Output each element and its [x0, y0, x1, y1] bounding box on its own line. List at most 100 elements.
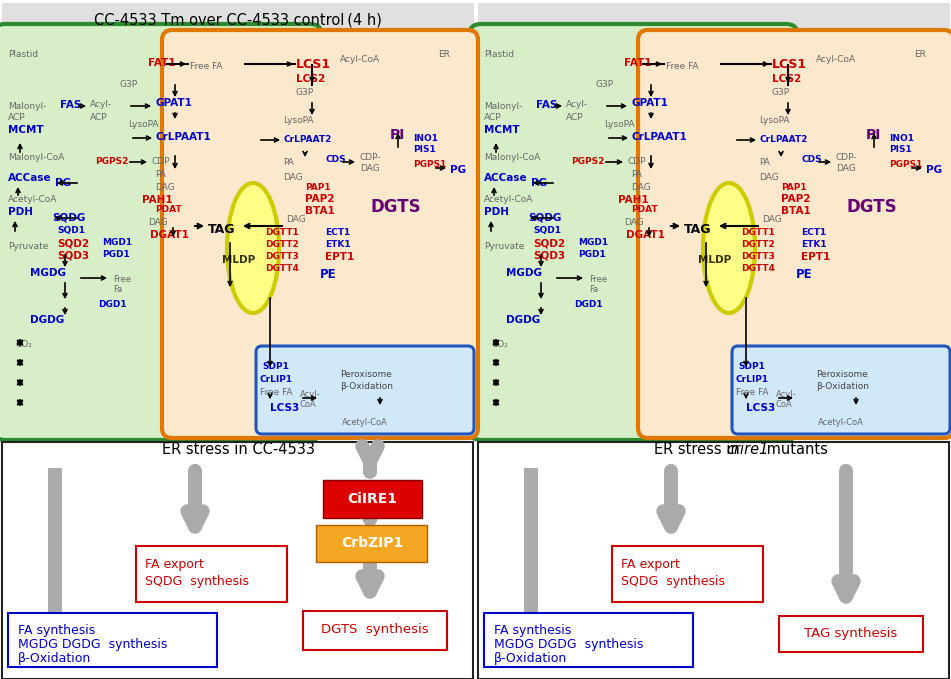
- Text: DGAT1: DGAT1: [150, 230, 189, 240]
- FancyBboxPatch shape: [162, 30, 478, 438]
- Text: mutants: mutants: [762, 443, 828, 458]
- Text: Malonyl-: Malonyl-: [484, 102, 522, 111]
- Text: SQD3: SQD3: [533, 250, 565, 260]
- Text: MGDG: MGDG: [30, 268, 66, 278]
- Text: FA export: FA export: [621, 558, 680, 571]
- Text: Acyl-
CoA: Acyl- CoA: [776, 390, 797, 409]
- Text: ETK1: ETK1: [325, 240, 351, 249]
- Text: Acetyl-CoA: Acetyl-CoA: [818, 418, 864, 427]
- Text: DAG: DAG: [624, 218, 644, 227]
- Text: PE: PE: [796, 268, 812, 281]
- Text: PG: PG: [531, 178, 547, 188]
- Text: G3P: G3P: [596, 80, 614, 89]
- Text: MLDP: MLDP: [698, 255, 731, 265]
- Text: DGTT2: DGTT2: [265, 240, 299, 249]
- Text: SQD2: SQD2: [533, 238, 565, 248]
- Text: BTA1: BTA1: [305, 206, 335, 216]
- Text: ACP: ACP: [90, 113, 107, 122]
- Text: DAG: DAG: [762, 215, 782, 224]
- Text: PDAT: PDAT: [631, 205, 658, 214]
- Text: DGTT1: DGTT1: [265, 228, 299, 237]
- Text: PIS1: PIS1: [889, 145, 912, 154]
- FancyBboxPatch shape: [303, 611, 447, 650]
- Text: CrLPAAT2: CrLPAAT2: [283, 135, 331, 144]
- Text: SQD3: SQD3: [57, 250, 89, 260]
- Text: LysoPA: LysoPA: [128, 120, 159, 129]
- Text: CDP: CDP: [628, 157, 647, 166]
- FancyBboxPatch shape: [484, 613, 693, 667]
- Text: PGPS2: PGPS2: [95, 157, 128, 166]
- Text: CrbZIP1: CrbZIP1: [340, 536, 403, 550]
- Text: CO₂: CO₂: [491, 340, 508, 349]
- FancyBboxPatch shape: [478, 33, 950, 433]
- Text: PDH: PDH: [484, 207, 509, 217]
- Text: EPT1: EPT1: [801, 252, 830, 262]
- Text: SQD1: SQD1: [57, 226, 85, 235]
- Text: PA: PA: [759, 158, 770, 167]
- Text: CrLIP1: CrLIP1: [736, 375, 769, 384]
- Text: G3P: G3P: [295, 88, 313, 97]
- Text: SQDG  synthesis: SQDG synthesis: [145, 575, 249, 588]
- Text: TAG: TAG: [208, 223, 236, 236]
- Text: LCS3: LCS3: [746, 403, 775, 413]
- FancyBboxPatch shape: [732, 346, 950, 434]
- Text: PAH1: PAH1: [618, 195, 649, 205]
- Text: Acyl-: Acyl-: [90, 100, 112, 109]
- Text: PI: PI: [866, 128, 882, 142]
- FancyBboxPatch shape: [0, 24, 322, 440]
- Text: ER stress in CC-4533: ER stress in CC-4533: [162, 443, 315, 458]
- FancyBboxPatch shape: [2, 3, 474, 33]
- Text: DGTT1: DGTT1: [741, 228, 775, 237]
- Text: DAG: DAG: [286, 215, 306, 224]
- Text: Malonyl-CoA: Malonyl-CoA: [484, 153, 540, 162]
- Text: FA synthesis: FA synthesis: [18, 624, 95, 637]
- Text: LCS3: LCS3: [270, 403, 300, 413]
- Text: PGD1: PGD1: [102, 250, 129, 259]
- Text: DAG: DAG: [148, 218, 167, 227]
- Text: β-Oxidation: β-Oxidation: [340, 382, 393, 391]
- Text: FAS: FAS: [536, 100, 557, 110]
- Text: FA export: FA export: [145, 558, 204, 571]
- Text: ACCase: ACCase: [484, 173, 528, 183]
- Text: PG: PG: [450, 165, 466, 175]
- Text: ACP: ACP: [484, 113, 501, 122]
- Text: Free
Fa: Free Fa: [589, 275, 607, 295]
- Text: β-Oxidation: β-Oxidation: [816, 382, 869, 391]
- Text: ACP: ACP: [566, 113, 584, 122]
- Text: CDS: CDS: [325, 155, 345, 164]
- Text: PDH: PDH: [8, 207, 33, 217]
- Text: DAG: DAG: [836, 164, 856, 173]
- Text: MGD1: MGD1: [578, 238, 608, 247]
- Text: PA: PA: [155, 170, 165, 179]
- Text: Malonyl-: Malonyl-: [8, 102, 47, 111]
- Text: SQDG  synthesis: SQDG synthesis: [621, 575, 725, 588]
- Text: FAT1: FAT1: [148, 58, 176, 68]
- Text: INO1: INO1: [889, 134, 914, 143]
- Text: MCMT: MCMT: [484, 125, 519, 135]
- Text: DAG: DAG: [631, 183, 650, 192]
- Text: CDP: CDP: [152, 157, 170, 166]
- Text: DAG: DAG: [155, 183, 175, 192]
- Text: CrLIP1: CrLIP1: [260, 375, 293, 384]
- FancyBboxPatch shape: [612, 546, 763, 602]
- Text: TAG synthesis: TAG synthesis: [805, 627, 898, 640]
- Text: Peroxisome: Peroxisome: [816, 370, 868, 379]
- Text: Pyruvate: Pyruvate: [8, 242, 49, 251]
- Text: DGAT1: DGAT1: [626, 230, 665, 240]
- Text: PA: PA: [631, 170, 642, 179]
- Text: MLDP: MLDP: [222, 255, 255, 265]
- Text: PGD1: PGD1: [578, 250, 606, 259]
- Text: Acyl-CoA: Acyl-CoA: [340, 55, 380, 64]
- FancyBboxPatch shape: [2, 442, 473, 679]
- Text: PAP1: PAP1: [305, 183, 331, 192]
- FancyBboxPatch shape: [136, 546, 287, 602]
- Text: CDP-: CDP-: [360, 153, 381, 162]
- Text: Free FA: Free FA: [736, 388, 768, 397]
- Text: ECT1: ECT1: [801, 228, 826, 237]
- Text: SQDG: SQDG: [52, 212, 86, 222]
- Text: ECT1: ECT1: [325, 228, 350, 237]
- Text: TAG: TAG: [684, 223, 711, 236]
- Text: FAT1: FAT1: [624, 58, 651, 68]
- Text: PIS1: PIS1: [413, 145, 436, 154]
- Text: GPAT1: GPAT1: [155, 98, 192, 108]
